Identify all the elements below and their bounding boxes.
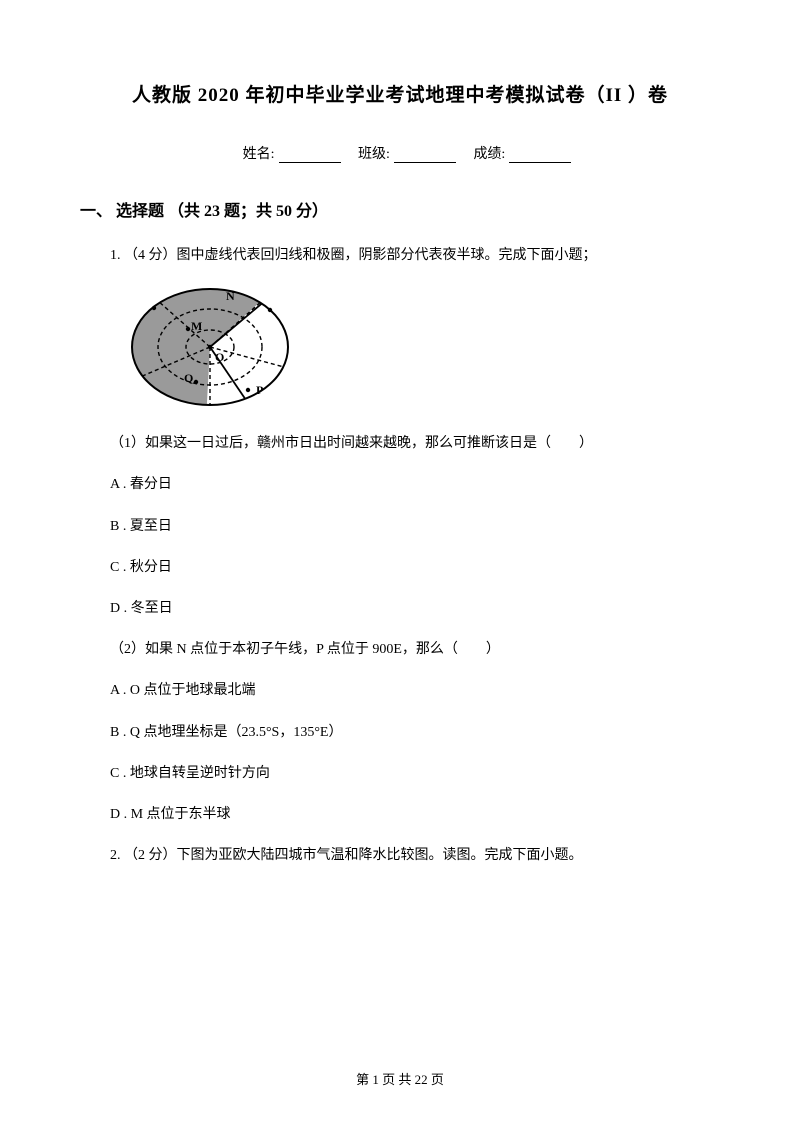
svg-text:P: P bbox=[256, 383, 263, 397]
svg-text:Q: Q bbox=[184, 371, 193, 385]
page-footer: 第 1 页 共 22 页 bbox=[0, 1069, 800, 1088]
exam-title: 人教版 2020 年初中毕业学业考试地理中考模拟试卷（II ）卷 bbox=[80, 80, 720, 107]
question-2-text: 2. （2 分）下图为亚欧大陆四城市气温和降水比较图。读图。完成下面小题。 bbox=[110, 843, 720, 868]
q1s2-option-a: A . O 点位于地球最北端 bbox=[110, 678, 720, 703]
earth-polar-diagram: N M O Q P bbox=[128, 282, 720, 417]
score-label: 成绩: bbox=[473, 147, 505, 162]
svg-text:O: O bbox=[215, 350, 224, 364]
svg-text:N: N bbox=[226, 289, 235, 303]
q1s2-option-d: D . M 点位于东半球 bbox=[110, 802, 720, 827]
score-blank[interactable] bbox=[509, 148, 571, 163]
name-blank[interactable] bbox=[279, 148, 341, 163]
question-1-sub1: （1）如果这一日过后，赣州市日出时间越来越晚，那么可推断该日是（ ） bbox=[110, 431, 720, 456]
question-1-sub2: （2）如果 N 点位于本初子午线，P 点位于 900E，那么（ ） bbox=[110, 637, 720, 662]
q1s1-option-a: A . 春分日 bbox=[110, 472, 720, 497]
section-header: 一、 选择题 （共 23 题；共 50 分） bbox=[80, 197, 720, 221]
q1s1-option-d: D . 冬至日 bbox=[110, 596, 720, 621]
q1s2-option-c: C . 地球自转呈逆时针方向 bbox=[110, 761, 720, 786]
q1s1-option-b: B . 夏至日 bbox=[110, 514, 720, 539]
class-label: 班级: bbox=[358, 147, 390, 162]
class-blank[interactable] bbox=[394, 148, 456, 163]
name-label: 姓名: bbox=[243, 147, 275, 162]
question-1-text: 1. （4 分）图中虚线代表回归线和极圈，阴影部分代表夜半球。完成下面小题； bbox=[110, 243, 720, 268]
svg-text:M: M bbox=[191, 319, 202, 333]
q1s1-option-c: C . 秋分日 bbox=[110, 555, 720, 580]
student-info-line: 姓名: 班级: 成绩: bbox=[80, 143, 720, 163]
q1s2-option-b: B . Q 点地理坐标是（23.5°S，135°E） bbox=[110, 720, 720, 745]
